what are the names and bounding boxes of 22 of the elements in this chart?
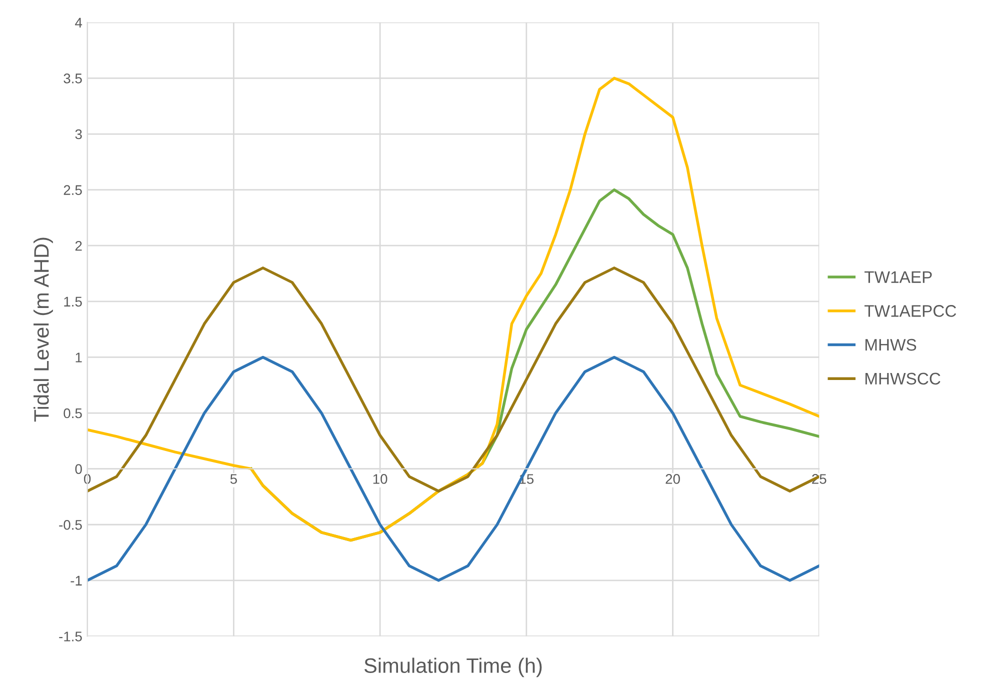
y-tick-label: -1.5 xyxy=(59,632,82,642)
legend-label: MHWS xyxy=(866,338,916,351)
y-axis-title: Tidal Level (m AHD) xyxy=(34,238,53,422)
y-tick-label: -0.5 xyxy=(59,520,82,530)
y-tick-label: 2 xyxy=(75,240,82,251)
y-tick-label: 4 xyxy=(75,18,82,28)
legend-label: TW1AEPCC xyxy=(864,305,956,317)
y-tick-label: 3.5 xyxy=(64,74,82,84)
y-tick-label: 2.5 xyxy=(64,185,82,195)
legend-label: MHWSCC xyxy=(866,372,940,385)
legend-label: TW1AEP xyxy=(864,271,932,283)
x-tick-label: 20 xyxy=(666,474,680,484)
y-tick-label: 1 xyxy=(76,352,82,362)
y-tick-label: 0 xyxy=(75,464,82,474)
x-tick-label: 10 xyxy=(373,474,388,484)
x-tick-label: 0 xyxy=(84,474,91,484)
y-tick-label: -1 xyxy=(70,576,82,586)
y-tick-label: 1.5 xyxy=(64,296,82,307)
x-axis-title: Simulation Time (h) xyxy=(364,658,542,678)
y-tick-label: 0.5 xyxy=(64,408,82,418)
y-tick-label: 3 xyxy=(75,129,82,140)
x-tick-label: 5 xyxy=(230,474,237,484)
